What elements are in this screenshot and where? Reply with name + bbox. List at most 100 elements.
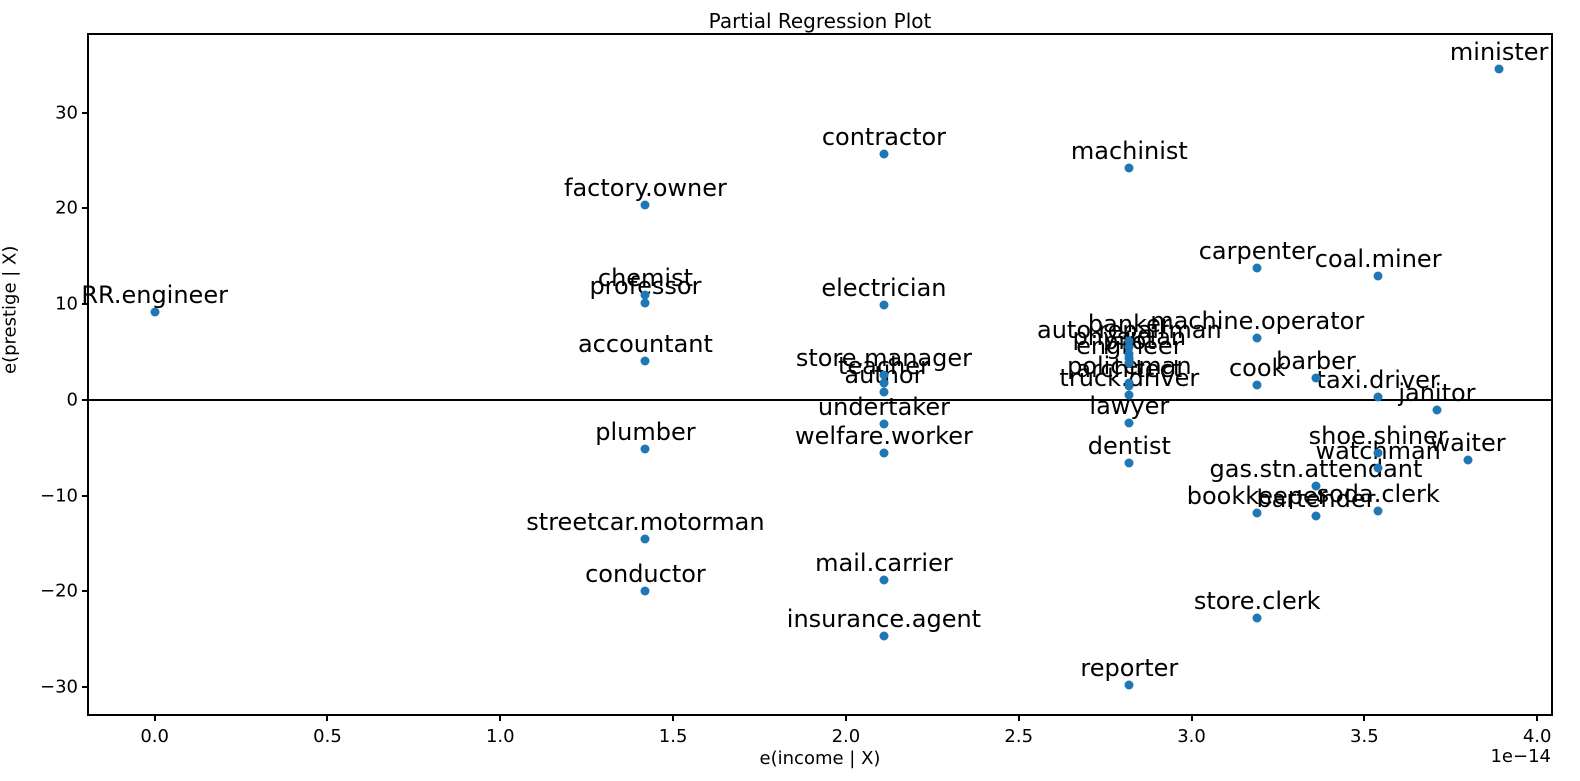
data-point xyxy=(879,575,889,585)
data-point xyxy=(1124,358,1134,368)
data-point xyxy=(1463,455,1473,465)
point-label: coal.miner xyxy=(1314,245,1442,274)
data-point xyxy=(879,631,889,641)
x-tick-label: 3.0 xyxy=(1177,726,1206,747)
data-point xyxy=(879,149,889,159)
point-label: gas.stn.attendant xyxy=(1209,454,1423,483)
y-tick-label: 30 xyxy=(55,102,78,124)
y-tick-label: −30 xyxy=(40,676,78,698)
point-label: conductor xyxy=(585,560,706,589)
y-axis-label: e(prestige | X) xyxy=(0,245,21,374)
data-point xyxy=(1124,336,1134,345)
point-label: contractor xyxy=(821,122,947,151)
point-label: store.manager xyxy=(795,343,973,372)
data-point xyxy=(1124,163,1134,173)
point-label: cook xyxy=(1228,353,1286,382)
data-point xyxy=(879,387,889,397)
y-tick-label: 20 xyxy=(55,197,78,219)
y-tick-label: −10 xyxy=(40,485,78,507)
point-label: waiter xyxy=(1430,429,1506,458)
point-label: store.clerk xyxy=(1193,587,1321,616)
point-label: insurance.agent xyxy=(786,605,982,634)
data-point xyxy=(1252,333,1262,343)
x-tick-label: 2.5 xyxy=(1004,726,1034,747)
data-point xyxy=(1124,418,1134,428)
x-tick-label: 0.5 xyxy=(313,726,342,747)
y-tick-label: 0 xyxy=(66,389,78,411)
data-point xyxy=(1252,508,1262,518)
x-tick xyxy=(844,716,847,721)
data-point xyxy=(879,300,889,310)
zero-reference-line xyxy=(89,398,1551,401)
y-tick xyxy=(82,303,87,306)
data-point xyxy=(1252,380,1262,390)
y-tick xyxy=(82,398,87,401)
point-label: bookkeeper xyxy=(1186,481,1328,510)
data-point xyxy=(640,444,650,454)
x-tick-label: 2.0 xyxy=(831,726,861,747)
x-tick-label: 4.0 xyxy=(1522,726,1552,747)
data-point xyxy=(879,419,889,429)
point-label: barber xyxy=(1276,346,1356,375)
x-tick xyxy=(153,716,156,721)
y-tick xyxy=(82,494,87,497)
y-tick xyxy=(82,207,87,210)
data-point xyxy=(1311,373,1321,383)
data-point xyxy=(1373,392,1383,402)
y-tick-label: −20 xyxy=(40,580,78,602)
data-point xyxy=(1124,680,1134,690)
point-label: electrician xyxy=(821,273,947,302)
data-point xyxy=(1252,263,1262,273)
point-label: dentist xyxy=(1087,431,1171,460)
data-point xyxy=(1373,271,1383,281)
point-label: machinist xyxy=(1070,136,1188,165)
point-label: mail.carrier xyxy=(815,548,953,577)
x-tick-label: 0.0 xyxy=(140,726,169,747)
point-label: streetcar.motorman xyxy=(526,507,765,536)
chart-title: Partial Regression Plot xyxy=(708,9,932,33)
x-tick-label: 1.5 xyxy=(658,726,688,747)
point-label: janitor xyxy=(1398,379,1476,408)
data-point xyxy=(879,448,889,458)
data-point xyxy=(1373,506,1383,516)
x-tick xyxy=(326,716,329,721)
y-tick-label: 10 xyxy=(55,293,78,315)
data-point xyxy=(1432,405,1442,415)
data-point xyxy=(879,378,889,388)
data-point xyxy=(1373,463,1383,473)
x-tick xyxy=(672,716,675,721)
x-axis-label: e(income | X) xyxy=(759,748,881,769)
point-label: undertaker xyxy=(817,392,950,421)
x-tick xyxy=(1017,716,1020,721)
data-point xyxy=(1311,511,1321,521)
y-tick xyxy=(82,686,87,689)
point-label: chemist xyxy=(597,264,694,293)
point-label: shoe.shiner xyxy=(1308,421,1448,450)
plot-area: Partial Regression Plot e(income | X) 1e… xyxy=(40,9,1553,769)
data-point xyxy=(1124,390,1134,400)
x-tick xyxy=(1536,716,1539,721)
point-label: accountant xyxy=(577,329,713,358)
point-label: minister xyxy=(1449,37,1549,66)
x-tick xyxy=(1190,716,1193,721)
point-label: RR.engineer xyxy=(81,280,228,309)
y-tick xyxy=(82,111,87,114)
point-label: carpenter xyxy=(1198,236,1316,265)
point-label: taxi.driver xyxy=(1316,365,1440,394)
data-point xyxy=(640,290,650,300)
data-point xyxy=(640,534,650,544)
data-point xyxy=(1124,342,1134,352)
axis-offset-label: 1e−14 xyxy=(1490,746,1551,767)
data-point xyxy=(1124,353,1134,363)
point-label: soda.clerk xyxy=(1316,479,1440,508)
x-tick xyxy=(1363,716,1366,721)
data-point xyxy=(150,307,160,317)
x-tick-label: 1.0 xyxy=(485,726,515,747)
data-point xyxy=(1494,64,1504,74)
data-point xyxy=(640,298,650,308)
data-point xyxy=(879,370,889,380)
point-label: banker xyxy=(1087,309,1171,338)
data-point xyxy=(1124,458,1134,468)
data-point xyxy=(640,356,650,366)
